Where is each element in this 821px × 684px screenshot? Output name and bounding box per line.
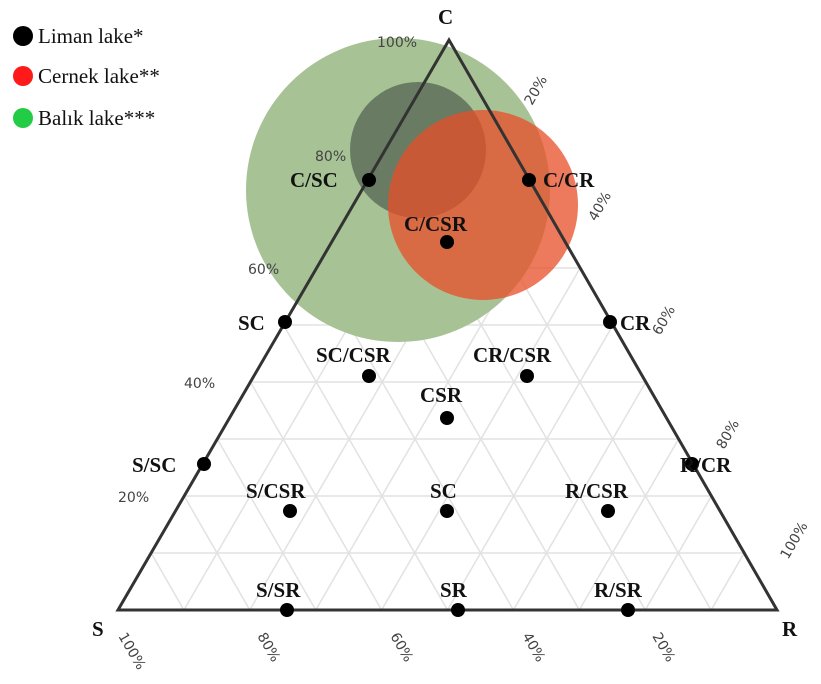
point-label: S/SR — [256, 578, 301, 602]
points: C/SC C/CR C/CSR SC CR SC/CSR CR/CSR CSR S/SC R/CR… — [132, 168, 732, 617]
bottom-tick-label: 60% — [387, 630, 416, 665]
right-tick-label: 20% — [522, 73, 551, 108]
grid-line — [150, 552, 185, 611]
point — [362, 369, 376, 383]
left-tick-label: 100% — [377, 35, 417, 51]
legend-swatch — [13, 108, 33, 128]
point — [451, 603, 465, 617]
point-label: CSR — [420, 383, 463, 407]
cernek-circle — [388, 110, 578, 300]
grid-line — [249, 381, 383, 611]
vertex-label: R — [782, 617, 798, 641]
grid-line — [183, 495, 251, 611]
grid-line — [578, 438, 680, 611]
point — [440, 235, 454, 249]
point-label: C/CR — [543, 168, 595, 192]
left-tick-label: 40% — [184, 376, 215, 392]
bottom-tick-label: 100% — [115, 630, 149, 673]
point — [197, 457, 211, 471]
legend-label: Balık lake*** — [38, 106, 155, 130]
point — [440, 504, 454, 518]
point — [362, 173, 376, 187]
left-tick-label: 80% — [315, 149, 346, 165]
grid-line — [512, 381, 647, 611]
point-label: CR/CSR — [473, 343, 552, 367]
right-tick-label: 60% — [650, 303, 679, 338]
grid-line — [644, 495, 713, 611]
point — [283, 504, 297, 518]
point — [621, 603, 635, 617]
point — [280, 603, 294, 617]
legend-label: Liman lake* — [38, 24, 144, 48]
bottom-tick-label: 20% — [649, 630, 678, 665]
point-label: S/SC — [132, 453, 176, 477]
point-label: R/SR — [594, 578, 643, 602]
point — [685, 457, 699, 471]
right-tick-label: 80% — [714, 417, 743, 452]
point — [603, 315, 617, 329]
right-tick-label: 100% — [778, 519, 812, 562]
point — [522, 173, 536, 187]
grid-line — [216, 438, 317, 611]
grid-line — [446, 324, 614, 611]
legend-swatch — [13, 66, 33, 86]
left-tick-label: 20% — [118, 490, 149, 506]
point — [440, 411, 454, 425]
vertex-label: C — [438, 5, 453, 29]
point-label: SC/CSR — [316, 343, 392, 367]
left-tick-label: 60% — [248, 262, 279, 278]
point-label: C/CSR — [404, 212, 468, 236]
point-label: SC — [430, 479, 457, 503]
vertex-label: S — [92, 617, 104, 641]
legend-swatch — [13, 26, 33, 46]
point — [520, 369, 534, 383]
legend-label: Cernek lake** — [38, 64, 160, 88]
point-label: SC — [238, 311, 265, 335]
right-tick-label: 40% — [586, 189, 615, 224]
point — [278, 315, 292, 329]
point-label: CR — [620, 311, 651, 335]
point-label: R/CSR — [565, 479, 629, 503]
point-label: R/CR — [680, 453, 732, 477]
bottom-tick-label: 40% — [519, 630, 548, 665]
grid-line — [282, 324, 449, 611]
grid-line — [710, 552, 745, 611]
point-label: SR — [440, 578, 468, 602]
bottom-tick-label: 80% — [254, 630, 283, 665]
point-label: S/CSR — [246, 479, 306, 503]
point-label: C/SC — [290, 168, 338, 192]
point — [601, 504, 615, 518]
